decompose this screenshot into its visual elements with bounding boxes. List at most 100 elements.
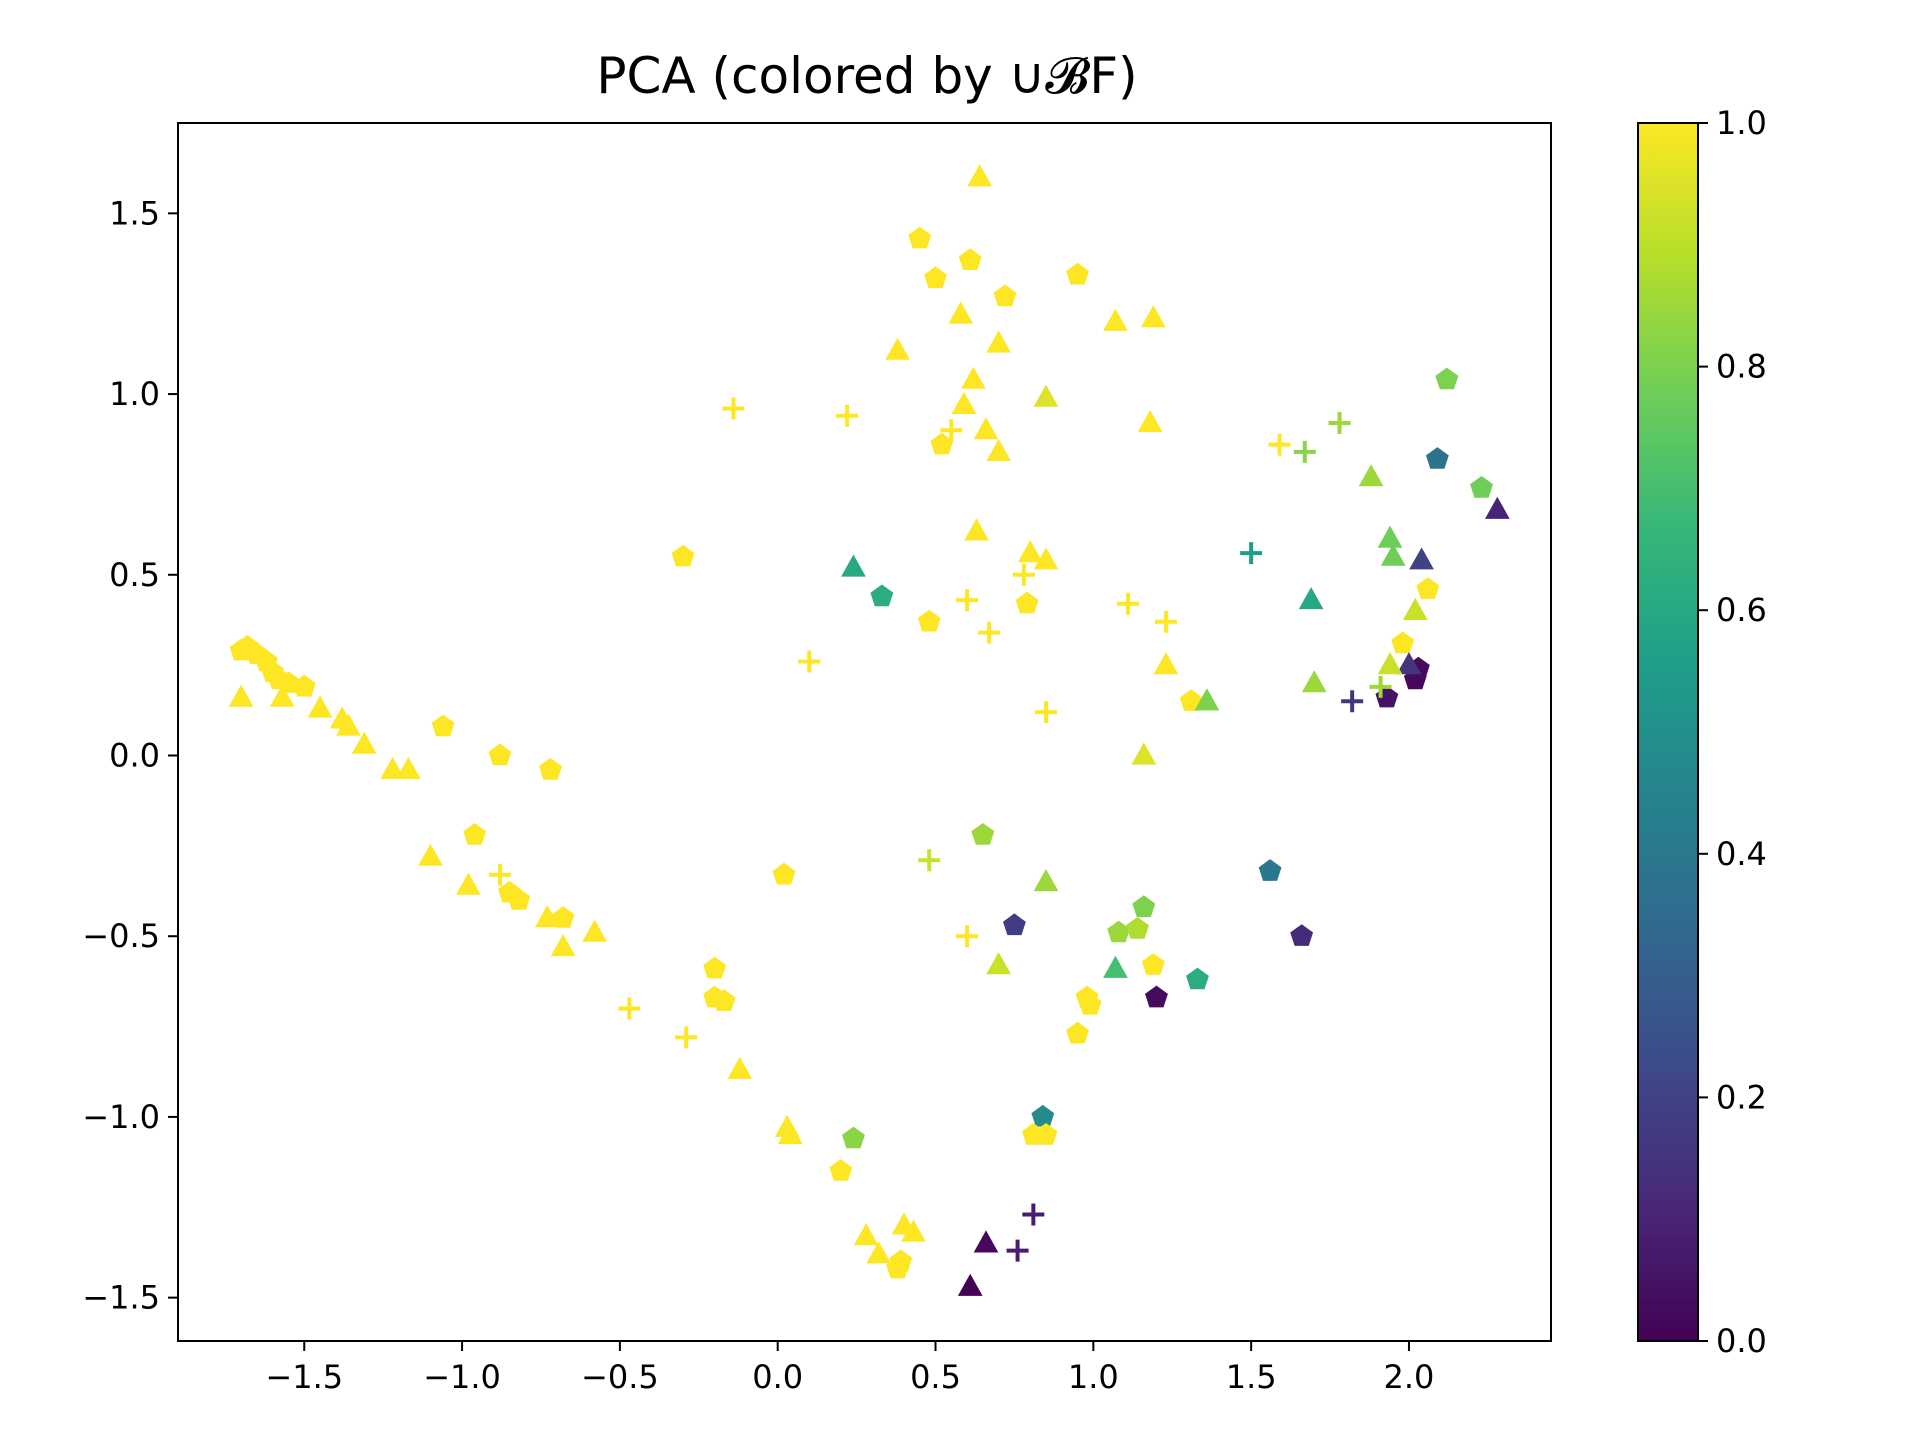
pentagon-point-33 <box>1003 913 1026 936</box>
y-tick-label: −1.0 <box>82 1098 160 1136</box>
triangle-point-4 <box>336 713 361 736</box>
triangle-point-9 <box>456 872 481 895</box>
y-tick-label: 1.0 <box>109 375 160 413</box>
pentagon-point-23 <box>908 226 932 249</box>
x-tick-label: 2.0 <box>1384 1358 1435 1396</box>
x-tick-label: 1.5 <box>1226 1358 1277 1396</box>
triangle-point-16 <box>853 1223 879 1246</box>
triangle-point-1 <box>269 684 295 707</box>
triangle-point-46 <box>1396 652 1422 675</box>
plus-point-10 <box>1268 433 1291 456</box>
pentagon-point-32 <box>971 823 995 845</box>
plus-point-21 <box>1022 1203 1045 1226</box>
triangle-point-31 <box>1137 409 1163 433</box>
plus-point-22 <box>1006 1239 1029 1262</box>
triangle-point-50 <box>986 952 1011 975</box>
plus-point-12 <box>1328 411 1351 434</box>
triangle-point-40 <box>1301 670 1327 693</box>
pentagon-point-19 <box>829 1159 853 1181</box>
y-tick-label: −1.5 <box>82 1279 160 1317</box>
pentagon-point-42 <box>1132 895 1156 917</box>
plus-point-17 <box>956 925 979 948</box>
pentagon-point-47 <box>1258 859 1282 881</box>
triangle-point-51 <box>1103 955 1128 978</box>
pentagon-point-37 <box>1066 1021 1089 1044</box>
triangle-point-36 <box>1153 652 1179 675</box>
triangle-point-8 <box>418 843 443 866</box>
triangle-point-45 <box>1402 597 1428 621</box>
pentagon-point-27 <box>1066 262 1089 285</box>
triangle-point-43 <box>1380 543 1406 566</box>
triangle-point-49 <box>1033 868 1059 892</box>
triangle-point-19 <box>901 1219 926 1242</box>
triangle-point-28 <box>973 417 999 440</box>
plus-point-15 <box>1369 675 1392 698</box>
triangle-point-26 <box>961 366 986 389</box>
triangle-point-12 <box>582 919 607 942</box>
x-tick-label: 1.0 <box>1068 1358 1119 1396</box>
points-layer <box>228 164 1510 1296</box>
triangle-point-37 <box>1131 742 1157 765</box>
plus-point-13 <box>1240 542 1263 565</box>
pentagon-point-56 <box>1391 631 1415 654</box>
pentagon-point-28 <box>930 432 954 455</box>
triangle-point-22 <box>885 337 910 360</box>
pentagon-point-21 <box>889 1249 913 1272</box>
triangle-point-24 <box>1103 308 1128 331</box>
plus-point-4 <box>978 621 1001 644</box>
pentagon-point-15 <box>703 956 726 979</box>
triangle-point-10 <box>534 905 560 928</box>
triangle-point-25 <box>1140 305 1166 328</box>
pentagon-point-30 <box>1015 591 1039 614</box>
pentagon-point-13 <box>507 888 531 910</box>
y-axis: −1.5 −1.0 −0.5 0.0 0.5 1.0 1.5 <box>82 194 178 1317</box>
triangle-point-41 <box>1358 464 1384 487</box>
colorbar-tick-label: 1.0 <box>1716 104 1767 142</box>
pentagon-point-26 <box>993 284 1017 307</box>
colorbar-tick-label: 0.0 <box>1716 1322 1767 1360</box>
plot-frame <box>177 122 1552 1342</box>
triangle-point-39 <box>1298 587 1324 610</box>
plus-point-5 <box>1012 563 1035 586</box>
x-axis: −1.5 −1.0 −0.5 0.0 0.5 1.0 1.5 2.0 <box>265 1341 1434 1396</box>
pentagon-point-17 <box>712 989 736 1011</box>
triangle-point-6 <box>380 756 405 780</box>
colorbar-gradient <box>1638 123 1698 1341</box>
colorbar-frame <box>1637 122 1699 1342</box>
pentagon-point-31 <box>870 584 894 607</box>
pentagon-point-18 <box>772 862 796 885</box>
plus-point-1 <box>836 404 859 427</box>
triangle-point-2 <box>307 695 333 718</box>
y-tick-label: 0.5 <box>109 556 160 594</box>
pentagon-point-22 <box>671 544 695 567</box>
triangle-point-11 <box>550 934 576 957</box>
triangle-point-29 <box>986 438 1011 461</box>
pentagon-point-53 <box>1426 447 1449 469</box>
pentagon-point-45 <box>1186 967 1209 990</box>
plot-area <box>177 122 1552 1342</box>
triangle-point-48 <box>1484 496 1510 519</box>
pentagon-point-25 <box>958 248 982 270</box>
triangle-point-32 <box>964 518 989 541</box>
triangle-point-53 <box>957 1273 983 1296</box>
triangle-point-35 <box>841 554 866 577</box>
triangle-point-33 <box>1017 540 1043 563</box>
colorbar-ticks: 0.0 0.2 0.4 0.6 0.8 1.0 <box>1698 104 1767 1360</box>
chart-title: PCA (colored by ∪𝓑F) <box>596 47 1137 105</box>
pentagon-point-29 <box>917 609 941 632</box>
plus-point-18 <box>488 863 511 886</box>
pentagon-point-44 <box>1145 985 1168 1008</box>
pentagon-point-41 <box>1126 917 1149 939</box>
colorbar <box>1637 122 1699 1342</box>
pentagon-point-11 <box>463 823 487 845</box>
triangle-point-34 <box>1033 547 1059 570</box>
plus-point-8 <box>1117 592 1140 615</box>
pentagon-point-49 <box>842 1126 865 1149</box>
pentagon-point-57 <box>1416 577 1440 599</box>
pentagon-point-36 <box>1034 1123 1058 1145</box>
pentagon-point-43 <box>1141 953 1165 975</box>
pentagon-point-10 <box>539 757 562 780</box>
y-tick-label: 0.0 <box>109 736 160 774</box>
triangle-point-7 <box>396 756 421 780</box>
colorbar-tick-label: 0.8 <box>1716 348 1767 386</box>
